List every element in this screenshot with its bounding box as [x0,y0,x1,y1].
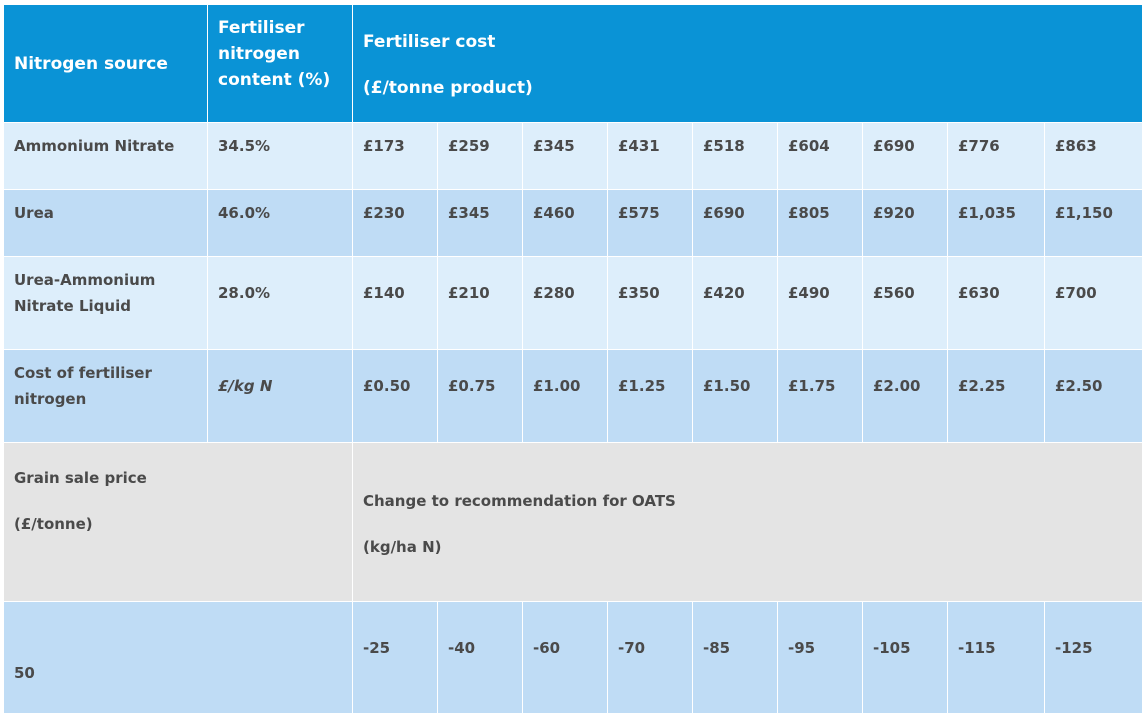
cost-cell: £2.50 [1043,349,1144,443]
cost-cell: £460 [522,189,608,257]
cost-cell: £575 [607,189,693,257]
cost-cell: £1,150 [1043,189,1144,257]
row-content: 28.0% [207,256,353,350]
cost-cell: £1.25 [607,349,693,443]
recommendation-heading: Change to recommendation for OATS (kg/ha… [351,442,1144,602]
table-row: 50 -25 -40 -60 -70 -85 -95 -105 -115 -12… [3,601,1144,714]
change-cell: -25 [352,601,438,714]
change-cell: -60 [522,601,608,714]
grain-price-label: Grain sale price (£/tonne) [3,442,353,602]
row-name: Ammonium Nitrate [3,122,208,190]
cost-cell: £345 [522,122,608,190]
cost-cell: £420 [692,256,778,350]
header-fertiliser-cost: Fertiliser cost (£/tonne product) [351,4,1144,123]
fertiliser-cost-table: Nitrogen source Fertiliser nitrogen cont… [3,4,1144,714]
cost-cell: £0.75 [437,349,523,443]
cost-cell: £431 [607,122,693,190]
row-name: Cost of fertiliser nitrogen [3,349,208,443]
table-row: Urea-Ammonium Nitrate Liquid 28.0% £140 … [3,256,1144,350]
cost-cell: £350 [607,256,693,350]
cost-cell: £863 [1043,122,1144,190]
table-row: Ammonium Nitrate 34.5% £173 £259 £345 £4… [3,122,1144,190]
cost-cell: £1.00 [522,349,608,443]
cost-cell: £1.75 [777,349,863,443]
change-cell: -40 [437,601,523,714]
cost-cell: £805 [777,189,863,257]
header-cost-unit: (£/tonne product) [363,78,533,98]
change-cell: -105 [862,601,948,714]
row-content: 46.0% [207,189,353,257]
header-cost-title: Fertiliser cost [363,32,496,52]
change-cell: -85 [692,601,778,714]
change-cell: -125 [1043,601,1144,714]
cost-cell: £604 [777,122,863,190]
header-nitrogen-content: Fertiliser nitrogen content (%) [207,4,353,123]
cost-cell: £776 [947,122,1045,190]
row-name: Urea-Ammonium Nitrate Liquid [3,256,208,350]
cost-cell: £230 [352,189,438,257]
cost-cell: £560 [862,256,948,350]
table-row: Grain sale price (£/tonne) Change to rec… [3,442,1144,602]
cost-cell: £259 [437,122,523,190]
cost-cell: £690 [862,122,948,190]
cost-cell: £690 [692,189,778,257]
cost-cell: £700 [1043,256,1144,350]
header-row: Nitrogen source Fertiliser nitrogen cont… [3,4,1144,123]
cost-cell: £173 [352,122,438,190]
grain-price-unit: (£/tonne) [14,515,93,533]
cost-cell: £210 [437,256,523,350]
cost-cell: £140 [352,256,438,350]
table-row: Urea 46.0% £230 £345 £460 £575 £690 £805… [3,189,1144,257]
change-cell: -95 [777,601,863,714]
change-cell: -115 [947,601,1045,714]
header-nitrogen-source: Nitrogen source [3,4,208,123]
recommendation-title: Change to recommendation for OATS [363,492,676,510]
cost-cell: £1.50 [692,349,778,443]
cost-cell: £280 [522,256,608,350]
recommendation-unit: (kg/ha N) [363,538,442,556]
change-cell: -70 [607,601,693,714]
row-content: 34.5% [207,122,353,190]
row-name: Urea [3,189,208,257]
cost-cell: £518 [692,122,778,190]
cost-cell: £0.50 [352,349,438,443]
cost-cell: £1,035 [947,189,1045,257]
cost-cell: £345 [437,189,523,257]
table-row: Cost of fertiliser nitrogen £/kg N £0.50… [3,349,1144,443]
cost-cell: £2.00 [862,349,948,443]
row-unit: £/kg N [207,349,353,443]
grain-price-value: 50 [3,601,353,714]
cost-cell: £490 [777,256,863,350]
cost-cell: £630 [947,256,1045,350]
grain-price-title: Grain sale price [14,469,147,487]
cost-cell: £2.25 [947,349,1045,443]
cost-cell: £920 [862,189,948,257]
